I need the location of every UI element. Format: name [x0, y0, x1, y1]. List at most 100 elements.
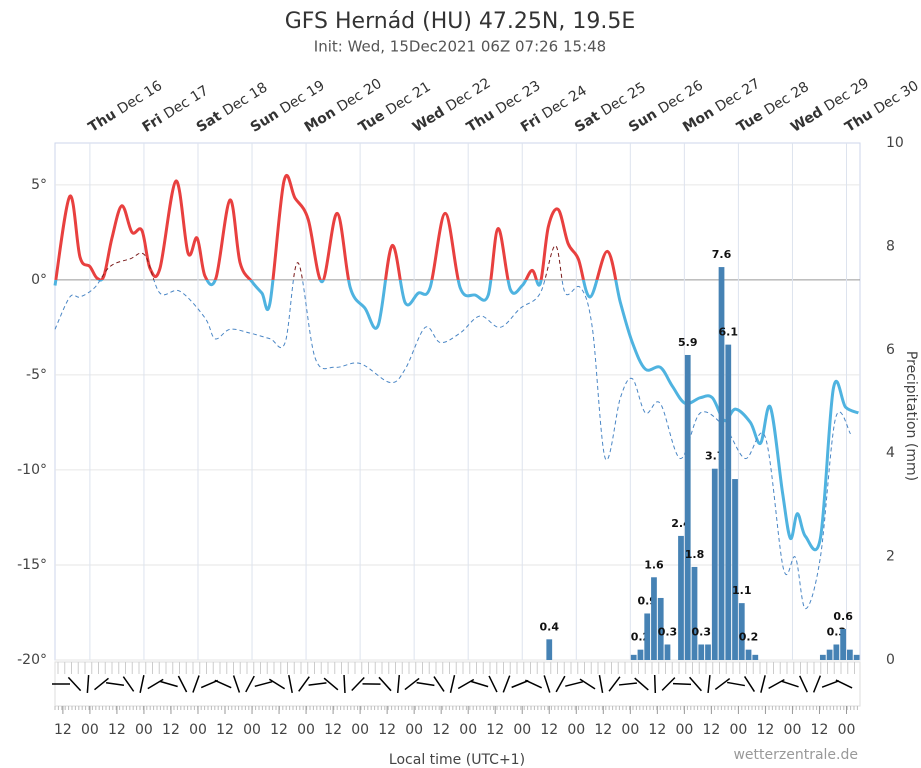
wind-barb	[192, 675, 200, 693]
wind-barb	[67, 676, 82, 692]
data-label: 7.6	[712, 248, 732, 261]
wind-barb	[177, 675, 188, 693]
precip-bar	[678, 535, 684, 660]
wind-barb	[105, 682, 125, 686]
wind-barb	[139, 675, 145, 693]
precip-bar	[833, 644, 840, 660]
plot-area	[54, 142, 861, 661]
data-label: 0.4	[540, 620, 560, 633]
data-label: 5.9	[678, 336, 698, 349]
precip-bar	[644, 613, 651, 660]
x-tick-label: 12	[324, 722, 342, 738]
y-tick-label: -15°	[17, 557, 47, 573]
data-label: 1.8	[685, 548, 705, 561]
wind-barb	[781, 680, 799, 688]
wind-barb	[308, 682, 327, 686]
precip-bar	[853, 654, 860, 660]
data-label: 0.2	[739, 631, 759, 644]
wind-barb	[714, 677, 731, 691]
x-tick-label: 00	[81, 722, 99, 738]
x-tick-label: 12	[757, 722, 775, 738]
wind-barb	[433, 676, 445, 692]
wind-barb	[288, 675, 293, 693]
precip-bar	[546, 639, 553, 660]
precip-bar	[691, 566, 698, 660]
y2-tick-label: 4	[886, 445, 895, 461]
precip-bar	[705, 644, 711, 660]
wind-barb	[404, 677, 420, 691]
precip-bar	[657, 597, 664, 660]
precip-bar	[651, 577, 657, 660]
temperature-line	[53, 279, 860, 552]
x-tick-label: 00	[729, 722, 747, 738]
wind-barb	[268, 678, 286, 690]
wind-barb	[470, 680, 489, 688]
x-tick-label: 12	[432, 722, 450, 738]
wind-barb	[565, 681, 583, 687]
precip-bar	[732, 479, 738, 660]
x-tick-label: 00	[243, 722, 261, 738]
chart-subtitle: Init: Wed, 15Dec2021 06Z 07:26 15:48	[314, 38, 606, 56]
data-label: 6.1	[719, 326, 739, 339]
x-tick-label: 00	[351, 722, 369, 738]
x-tick-label: 00	[567, 722, 585, 738]
x-tick-label: 00	[135, 722, 153, 738]
data-label: 0.6	[833, 610, 853, 623]
wind-barb	[488, 675, 498, 693]
precip-bar	[684, 354, 691, 660]
precip-bar	[718, 267, 725, 660]
wind-barb	[835, 679, 853, 689]
wind-barb	[743, 676, 756, 692]
y2-axis-label: Precipitation (mm)	[903, 351, 919, 481]
wind-barb	[760, 675, 766, 693]
x-tick-label: 12	[162, 722, 180, 738]
precip-bar	[698, 644, 705, 660]
wind-barb	[160, 680, 178, 688]
wind-barb	[812, 675, 822, 693]
data-label: 1.6	[644, 558, 664, 571]
precip-bar	[711, 468, 718, 660]
y-tick-label: 5°	[31, 177, 47, 193]
wind-barb	[821, 680, 840, 688]
wind-barb	[245, 675, 255, 693]
x-tick-label: 12	[540, 722, 558, 738]
wind-barb	[661, 677, 676, 691]
wind-barb	[323, 677, 339, 691]
x-tick-label: 00	[784, 722, 802, 738]
x-tick-label: 00	[189, 722, 207, 738]
y-tick-label: 0°	[31, 272, 47, 288]
y2-tick-label: 6	[886, 342, 895, 358]
precip-bar	[840, 628, 846, 660]
wind-barb	[689, 676, 702, 692]
wind-barb	[727, 681, 745, 687]
dewpoint-line	[54, 279, 851, 610]
wind-barb	[707, 674, 711, 694]
precip-bar	[725, 344, 732, 660]
precip-bar	[738, 603, 745, 660]
wind-barb	[122, 676, 135, 692]
wind-barb	[598, 675, 604, 693]
wind-barb	[232, 675, 241, 693]
temperature-line	[54, 173, 618, 280]
y2-tick-label: 8	[886, 238, 895, 254]
x-tick-label: 12	[811, 722, 829, 738]
y2-tick-label: 10	[886, 135, 904, 151]
x-tick-label: 12	[378, 722, 396, 738]
x-tick-label: 12	[108, 722, 126, 738]
x-tick-label: 12	[648, 722, 666, 738]
x-tick-label: 00	[405, 722, 423, 738]
wind-barb	[653, 674, 657, 694]
x-tick-label: 00	[675, 722, 693, 738]
wind-barb	[799, 675, 808, 693]
x-tick-label: 00	[621, 722, 639, 738]
wind-barb	[672, 682, 692, 686]
y-tick-label: -10°	[17, 462, 47, 478]
x-tick-label: 12	[54, 722, 72, 738]
credit: wetterzentrale.de	[733, 747, 858, 763]
wind-barb	[608, 676, 621, 692]
data-label: 0.3	[658, 625, 678, 638]
x-tick-label: 12	[270, 722, 288, 738]
x-tick-label: 12	[702, 722, 720, 738]
x-tick-label: 00	[459, 722, 477, 738]
